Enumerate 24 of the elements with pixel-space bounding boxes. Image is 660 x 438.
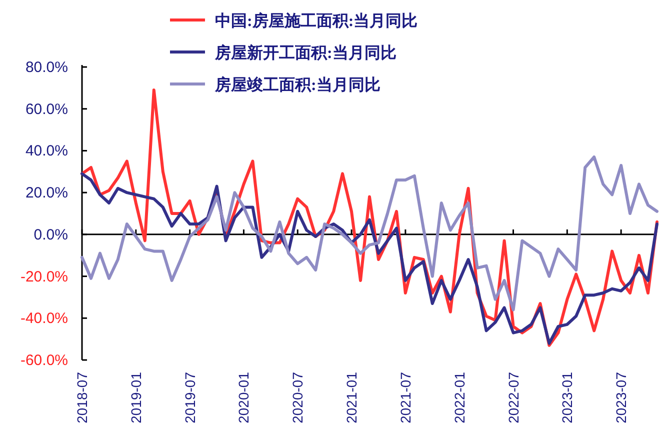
x-tick-label: 2023-07 [613, 372, 630, 424]
y-tick-label: -40.0% [20, 310, 68, 328]
x-tick-label: 2019-01 [128, 372, 144, 424]
y-tick-label: 80.0% [25, 59, 68, 76]
y-tick-label: -60.0% [20, 352, 68, 369]
legend-label: 房屋竣工面积:当月同比 [214, 75, 380, 94]
y-tick-label: -20.0% [20, 268, 68, 286]
y-tick-label: 20.0% [25, 184, 68, 202]
x-tick-label: 2022-01 [451, 372, 468, 424]
legend-label: 中国:房屋施工面积:当月同比 [215, 11, 418, 30]
x-tick-label: 2022-07 [505, 372, 522, 424]
x-tick-label: 2021-01 [344, 372, 360, 424]
line-series [80, 156, 658, 312]
y-tick-label: 0.0% [34, 226, 68, 244]
y-tick-label: 60.0% [25, 100, 68, 118]
x-tick-label: 2020-01 [236, 372, 252, 424]
x-tick-label: 2023-01 [559, 372, 576, 424]
x-tick-label: 2020-07 [290, 372, 306, 424]
y-tick-label: 40.0% [25, 142, 68, 160]
legend-label: 房屋新开工面积:当月同比 [214, 43, 396, 62]
x-tick-label: 2019-07 [182, 372, 198, 424]
x-tick-label: 2018-07 [74, 372, 90, 424]
x-tick-label: 2021-07 [397, 372, 414, 424]
line-series [80, 172, 658, 345]
